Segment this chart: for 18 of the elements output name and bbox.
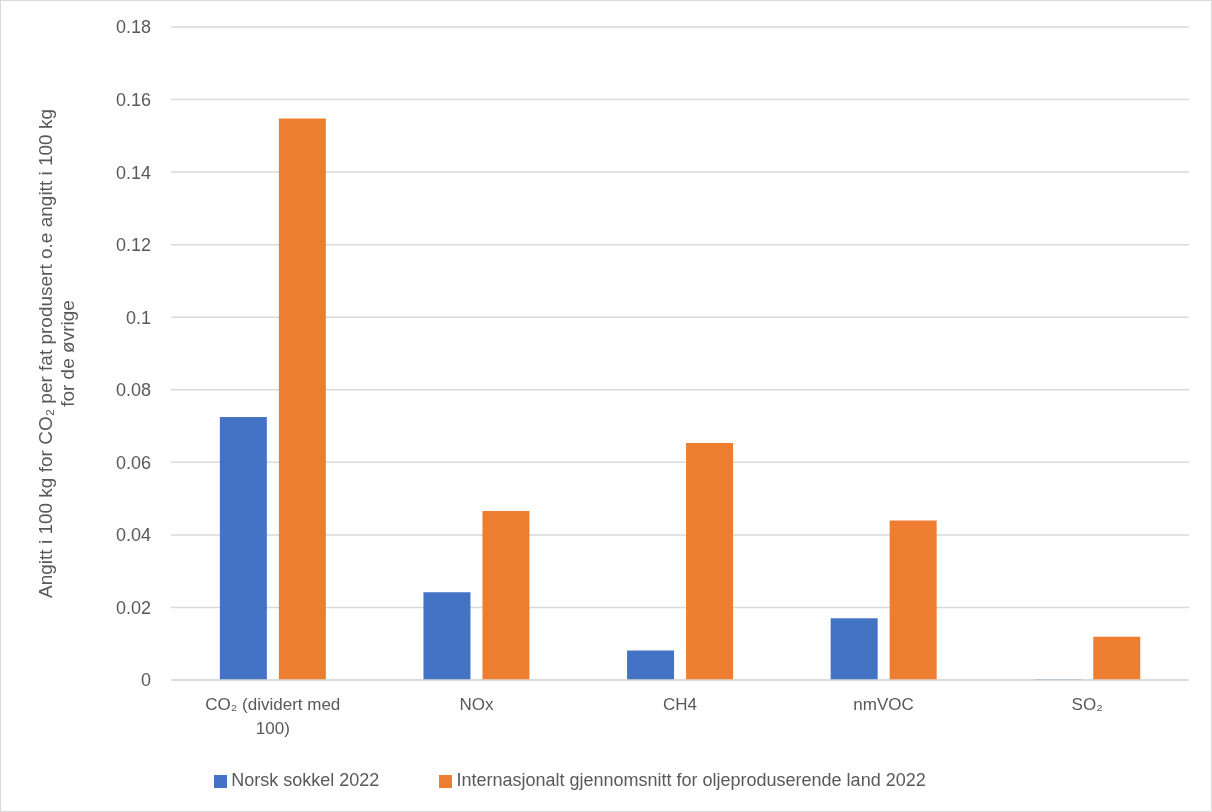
y-tick-label: 0.02 [115,597,151,618]
y-tick-label: 0.14 [115,162,151,183]
legend-label: Norsk sokkel 2022 [231,770,380,790]
x-tick-label: CH4 [662,695,698,714]
x-tick-label: CO₂ (dividert med 100) [205,695,341,738]
y-tick-label: 0.1 [125,307,151,328]
y-tick-label: 0.04 [115,525,151,546]
x-tick-label: NOx [459,695,494,714]
y-tick-label: 0.18 [115,17,151,38]
x-tick-label: SO₂ [1071,695,1103,714]
y-tick-label: 0 [140,670,151,691]
x-tick-label: nmVOC [853,695,914,714]
legend-label: Internasjonalt gjennomsnitt for oljeproduserende land 2022 [456,770,926,790]
y-tick-label: 0.08 [115,380,151,401]
y-tick-label: 0.06 [115,452,151,473]
y-axis-title: Angitt i 100 kg for CO₂ per fat produsert o.e angitt i 100 kg for de øvrige [35,109,78,598]
y-tick-label: 0.16 [115,89,151,110]
y-tick-label: 0.12 [115,235,151,256]
